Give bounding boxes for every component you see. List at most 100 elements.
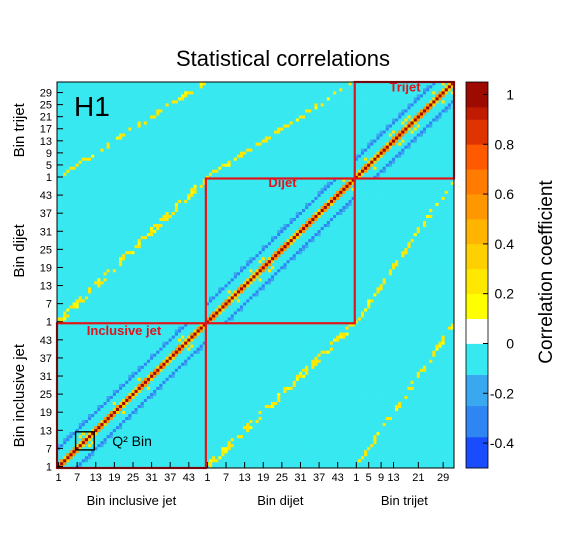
- heatmap-cell: [280, 404, 284, 408]
- heatmap-cell: [97, 443, 101, 448]
- heatmap-cell: [69, 196, 73, 200]
- heatmap-cell: [63, 281, 67, 285]
- heatmap-cell: [81, 278, 86, 282]
- heatmap-cell: [97, 169, 101, 173]
- heatmap-cell: [109, 271, 114, 276]
- heatmap-cell: [112, 317, 117, 321]
- heatmap-cell: [364, 410, 368, 415]
- heatmap-cell: [230, 446, 235, 451]
- heatmap-cell: [401, 455, 405, 460]
- heatmap-cell: [115, 85, 120, 89]
- heatmap-cell: [274, 458, 278, 463]
- heatmap-cell: [115, 220, 120, 225]
- heatmap-cell: [292, 458, 297, 463]
- heatmap-cell: [106, 299, 111, 303]
- heatmap-cell: [91, 296, 95, 300]
- heatmap-cell: [450, 458, 455, 463]
- heatmap-cell: [401, 428, 405, 433]
- heatmap-cell: [97, 404, 101, 408]
- heatmap-cell: [159, 401, 163, 405]
- heatmap-cell: [196, 440, 200, 445]
- heatmap-cell: [97, 109, 101, 113]
- heatmap-cell: [391, 449, 396, 454]
- heatmap-cell: [78, 344, 83, 348]
- heatmap-cell: [233, 431, 238, 436]
- heatmap-cell: [97, 377, 101, 381]
- heatmap-cell: [60, 241, 64, 246]
- heatmap-cell: [357, 443, 362, 448]
- heatmap-cell: [388, 464, 393, 469]
- heatmap-cell: [342, 425, 346, 430]
- heatmap-cell: [249, 413, 253, 418]
- heatmap-cell: [72, 425, 76, 430]
- heatmap-cell: [94, 199, 98, 203]
- heatmap-cell: [407, 410, 411, 415]
- heatmap-cell: [339, 440, 343, 445]
- heatmap-cell: [146, 422, 151, 427]
- heatmap-cell: [134, 452, 138, 457]
- heatmap-cell: [106, 184, 111, 188]
- heatmap-cell: [426, 452, 430, 457]
- heatmap-cell: [271, 425, 275, 430]
- heatmap-cell: [66, 431, 70, 436]
- heatmap-cell: [69, 112, 73, 116]
- heatmap-cell: [69, 335, 73, 339]
- heatmap-cell: [317, 416, 321, 421]
- heatmap-cell: [103, 455, 107, 460]
- heatmap-cell: [97, 100, 101, 104]
- heatmap-cell: [336, 440, 340, 445]
- heatmap-cell: [103, 308, 107, 312]
- heatmap-cell: [91, 256, 95, 261]
- heatmap-cell: [339, 461, 343, 466]
- heatmap-cell: [66, 371, 70, 375]
- heatmap-cell: [66, 265, 70, 270]
- heatmap-cell: [317, 431, 321, 436]
- heatmap-cell: [441, 437, 445, 442]
- heatmap-cell: [78, 241, 83, 246]
- heatmap-cell: [78, 214, 83, 219]
- heatmap-cell: [174, 440, 179, 445]
- heatmap-cell: [94, 380, 98, 384]
- heatmap-cell: [88, 335, 92, 339]
- heatmap-cell: [122, 434, 126, 439]
- heatmap-cell: [94, 383, 98, 387]
- heatmap-cell: [75, 121, 80, 125]
- heatmap-cell: [357, 428, 362, 433]
- heatmap-cell: [441, 434, 445, 439]
- heatmap-cell: [91, 287, 95, 291]
- heatmap-cell: [63, 160, 67, 164]
- heatmap-cell: [57, 434, 61, 439]
- heatmap-cell: [100, 344, 104, 348]
- heatmap-cell: [286, 419, 290, 424]
- heatmap-cell: [277, 443, 281, 448]
- heatmap-cell: [249, 416, 253, 421]
- heatmap-cell: [115, 350, 120, 354]
- heatmap-cell: [339, 443, 343, 448]
- heatmap-cell: [63, 190, 67, 194]
- heatmap-cell: [106, 422, 111, 427]
- heatmap-cell: [112, 338, 117, 342]
- heatmap-cell: [432, 458, 436, 463]
- heatmap-cell: [72, 347, 76, 351]
- heatmap-cell: [298, 443, 303, 448]
- heatmap-cell: [100, 347, 104, 351]
- heatmap-cell: [450, 419, 455, 424]
- heatmap-cell: [143, 413, 148, 418]
- heatmap-cell: [60, 347, 64, 351]
- heatmap-cell: [184, 452, 188, 457]
- heatmap-cell: [100, 434, 104, 439]
- heatmap-cell: [57, 353, 61, 357]
- heatmap-cell: [212, 455, 216, 460]
- heatmap-cell: [333, 437, 337, 442]
- heatmap-cell: [84, 205, 89, 209]
- heatmap-cell: [119, 455, 123, 460]
- heatmap-cell: [88, 380, 92, 384]
- heatmap-cell: [181, 440, 185, 445]
- heatmap-cell: [60, 371, 64, 375]
- heatmap-cell: [271, 404, 275, 408]
- heatmap-cell: [360, 461, 365, 466]
- heatmap-cell: [283, 419, 287, 424]
- heatmap-cell: [106, 91, 111, 95]
- heatmap-cell: [66, 202, 70, 206]
- heatmap-cell: [385, 443, 390, 448]
